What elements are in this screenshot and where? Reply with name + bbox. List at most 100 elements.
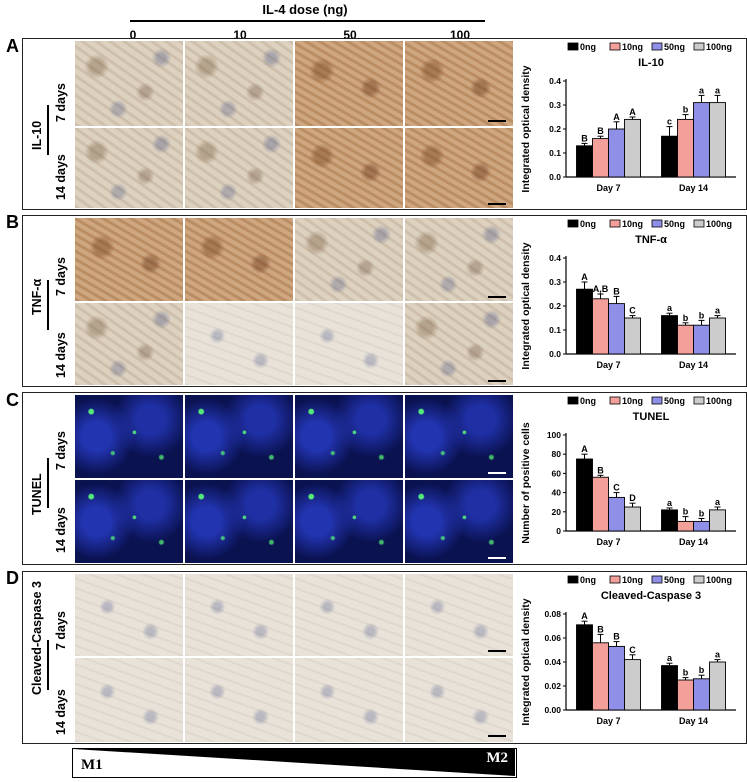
significance-letter: a — [715, 650, 721, 660]
bar-10ng-day7 — [592, 642, 609, 711]
bar-0ng-day7 — [576, 288, 593, 355]
micrograph-b-14d-100 — [404, 302, 514, 386]
legend-swatch-0ng — [567, 575, 579, 584]
legend-swatch-100ng — [693, 42, 705, 51]
y-tick-label: 0.1 — [549, 325, 561, 335]
bar-10ng-day14 — [677, 118, 694, 178]
bar-50ng-day7 — [608, 496, 625, 532]
y-tick-label: 0.0 — [549, 349, 561, 359]
micrograph-a-14d-50 — [294, 127, 404, 209]
y-tick-label: 0.04 — [544, 657, 561, 667]
legend-swatch-100ng — [693, 396, 705, 405]
micrograph-b-14d-0 — [74, 302, 184, 386]
bar-50ng-day7 — [608, 645, 625, 711]
legend-label-10ng: 10ng — [622, 575, 643, 585]
fluorescence-c-7d-100 — [404, 394, 514, 479]
y-tick-label: 0 — [556, 526, 561, 536]
panel-c-marker: TUNEL — [30, 473, 44, 515]
micrograph-b-7d-50 — [294, 217, 404, 302]
significance-letter: a — [667, 303, 673, 313]
bar-10ng-day14 — [677, 520, 694, 532]
significance-letter: a — [667, 498, 673, 508]
significance-letter: b — [683, 313, 689, 323]
bar-100ng-day7 — [624, 317, 641, 355]
significance-letter: b — [699, 509, 705, 519]
chart-cleaved-caspase-3: 0ng 10ng 50ng 100ng Cleaved-Caspase 3 0.00 0.0… — [520, 575, 736, 726]
panel-letter-b: B — [6, 212, 19, 232]
bar-100ng-day7 — [624, 506, 641, 532]
bar-10ng-day7 — [592, 138, 609, 178]
legend-label-100ng: 100ng — [706, 219, 732, 229]
y-tick-label: 0.02 — [544, 681, 561, 691]
panel-b-bracket — [47, 280, 49, 330]
x-category-label: Day 7 — [596, 360, 620, 370]
x-category-label: Day 14 — [679, 537, 708, 547]
significance-letter: B — [597, 465, 604, 475]
micrograph-d-7d-50 — [294, 573, 404, 657]
panel-a-row-7days: 7 days — [54, 83, 68, 122]
panel-b-marker: TNF-α — [30, 278, 44, 315]
chart-title: IL-10 — [638, 57, 664, 69]
micrograph-d-14d-100 — [404, 657, 514, 743]
y-axis-label: Integrated optical density — [520, 242, 532, 369]
x-category-label: Day 14 — [679, 360, 708, 370]
y-tick-label: 0.08 — [544, 609, 561, 619]
bar-50ng-day14 — [693, 102, 710, 178]
micrograph-b-7d-0 — [74, 217, 184, 302]
panel-d-row-14days: 14 days — [54, 689, 68, 735]
significance-letter: A — [581, 611, 588, 621]
legend-swatch-50ng — [651, 219, 663, 228]
scale-bar-c-14d — [488, 557, 506, 559]
legend-swatch-10ng — [609, 575, 621, 584]
panel-letter-a: A — [6, 36, 19, 56]
bar-50ng-day7 — [608, 128, 625, 178]
bar-0ng-day14 — [661, 135, 678, 178]
scale-bar-d-14d — [488, 735, 506, 737]
bar-100ng-day7 — [624, 659, 641, 711]
panel-d-bracket — [47, 640, 49, 690]
fluorescence-c-14d-100 — [404, 479, 514, 564]
micrograph-b-14d-10 — [184, 302, 294, 386]
x-category-label: Day 14 — [679, 183, 708, 193]
micrograph-a-14d-100 — [404, 127, 514, 209]
micrograph-d-14d-0 — [74, 657, 184, 743]
bar-50ng-day7 — [608, 303, 625, 355]
panel-a-bracket — [47, 105, 49, 155]
dose-label-0: 0 — [129, 28, 137, 42]
x-category-label: Day 7 — [596, 183, 620, 193]
micrograph-b-7d-100 — [404, 217, 514, 302]
legend-label-0ng: 0ng — [580, 42, 596, 52]
significance-letter: C — [629, 306, 636, 316]
significance-letter: a — [667, 653, 673, 663]
y-tick-label: 0.0 — [549, 172, 561, 182]
significance-letter: B — [613, 286, 620, 296]
significance-letter: B — [597, 624, 604, 634]
y-tick-label: 100 — [547, 430, 561, 440]
legend-label-100ng: 100ng — [706, 42, 732, 52]
significance-letter: a — [715, 306, 721, 316]
significance-letter: A — [629, 107, 636, 117]
legend-label-0ng: 0ng — [580, 575, 596, 585]
bar-0ng-day7 — [576, 624, 593, 711]
gradient-label-m2: M2 — [486, 750, 508, 766]
bar-50ng-day14 — [693, 324, 710, 355]
significance-letter: b — [699, 310, 705, 320]
significance-letter: a — [715, 497, 721, 507]
significance-letter: b — [683, 105, 689, 115]
significance-letter: b — [683, 668, 689, 678]
bar-10ng-day7 — [592, 298, 609, 355]
chart-tnf-alpha: 0ng 10ng 50ng 100ng TNF-α 0.0 0.1 0.2 0.3 0.4 Inte… — [520, 219, 736, 370]
panel-letter-c: C — [6, 390, 19, 410]
chart-title: Cleaved-Caspase 3 — [601, 590, 701, 602]
panel-c-row-14days: 14 days — [54, 507, 68, 553]
legend-label-100ng: 100ng — [706, 396, 732, 406]
legend-label-50ng: 50ng — [664, 42, 685, 52]
bar-100ng-day14 — [709, 661, 726, 711]
fluorescence-c-14d-0 — [74, 479, 184, 564]
y-axis-label: Integrated optical density — [520, 598, 532, 725]
scale-bar-d-7d — [488, 650, 506, 652]
micrograph-d-7d-100 — [404, 573, 514, 657]
micrograph-a-14d-0 — [74, 127, 184, 209]
bar-100ng-day14 — [709, 102, 726, 178]
panel-c-row-7days: 7 days — [54, 431, 68, 470]
